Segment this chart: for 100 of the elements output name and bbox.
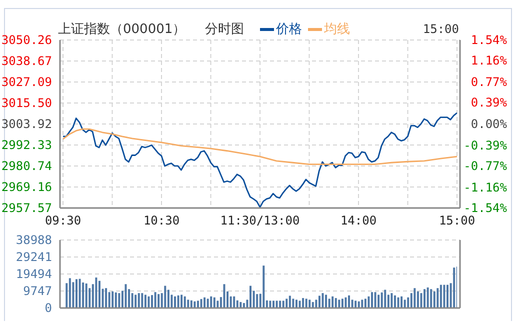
y-tick-label: 3038.67 [1,54,52,68]
bar [233,296,236,308]
bar [443,284,446,308]
bar [141,293,144,308]
bar [368,296,370,308]
bar [187,300,190,308]
bar [328,298,330,308]
bar [174,296,176,308]
y2-tick-label: 1.54% [470,33,508,47]
y-tick-label: 9747 [23,284,52,298]
bar [272,300,274,308]
bar [378,294,380,308]
bar [144,294,146,308]
bar [370,292,373,308]
bar [344,297,347,308]
bar [256,294,258,308]
bar [95,278,98,308]
y-tick-label: 3003.92 [1,116,52,131]
y2-tick-label: 0.77% [470,75,508,89]
bar [180,294,183,308]
y2-tick-label: 0.00% [470,117,508,131]
bar [194,301,196,308]
bar [374,292,376,308]
bar [351,300,354,308]
bar [151,295,154,308]
y-tick-label: 2980.74 [1,159,52,174]
bar [384,290,386,308]
bar [167,290,170,308]
bar [276,300,278,308]
bar [286,298,288,308]
bar [138,293,140,308]
bar [295,300,298,308]
bar [288,296,291,308]
y2-tick-label: -0.77% [464,159,508,173]
y2-tick-label: -1.54% [464,201,508,215]
bar [404,300,406,308]
x-tick-label: 14:00 [340,214,377,228]
bar [390,293,393,308]
chart-title: 上证指数（000001） [58,21,186,38]
y-tick-label: 2992.33 [1,138,52,152]
bar [453,268,456,308]
bar [416,291,419,308]
y-tick-label: 3027.09 [1,74,52,89]
y-tick-label: 2957.57 [1,201,52,215]
line-series [63,112,457,208]
bar [414,288,416,308]
bar [407,297,410,308]
bar [213,297,216,308]
bar [433,291,436,308]
bar [397,297,400,308]
bar [68,278,71,308]
bar [78,278,81,308]
bar [334,298,337,308]
bar [158,294,160,308]
y-tick-label: 29241 [16,250,52,264]
y-tick-label: 3050.26 [1,33,52,47]
bar [282,300,284,308]
bar [269,300,272,308]
bar [420,293,422,308]
y2-tick-label: 1.16% [470,54,508,68]
bar [98,280,100,308]
bar [85,283,88,308]
x-tick-label: 15:00 [438,214,476,228]
legend-label: 价格 [275,21,302,38]
bar [358,301,360,308]
y2-tick-label: -0.39% [464,138,508,152]
bar [250,286,252,308]
bar [318,296,320,308]
bar [105,288,108,308]
chart-subtitle: 分时图 [205,21,244,38]
bar [210,296,212,308]
bar [75,279,78,308]
legend-label: 均线 [323,21,350,38]
bar [184,296,186,308]
bar [236,300,238,308]
y-tick-label: 3015.50 [1,96,52,110]
bar [380,292,383,308]
bar [305,298,308,308]
bar [348,295,350,308]
bar [206,298,209,308]
text: 15:00 [422,22,459,36]
bar [134,294,137,308]
bar [315,300,318,308]
bar [200,299,202,308]
bar [292,298,294,308]
bar [154,292,156,308]
bar [148,296,150,308]
bar [177,295,180,308]
bar [131,293,134,308]
bar [72,282,74,308]
bar [400,296,403,308]
bar [361,300,364,308]
bar [430,289,432,308]
bar [341,298,344,308]
y2-tick-label: -1.16% [464,180,508,194]
bar [216,300,219,308]
x-tick-label: 09:30 [44,214,82,228]
bar [354,300,357,308]
bar [108,292,110,308]
bar [82,282,84,308]
